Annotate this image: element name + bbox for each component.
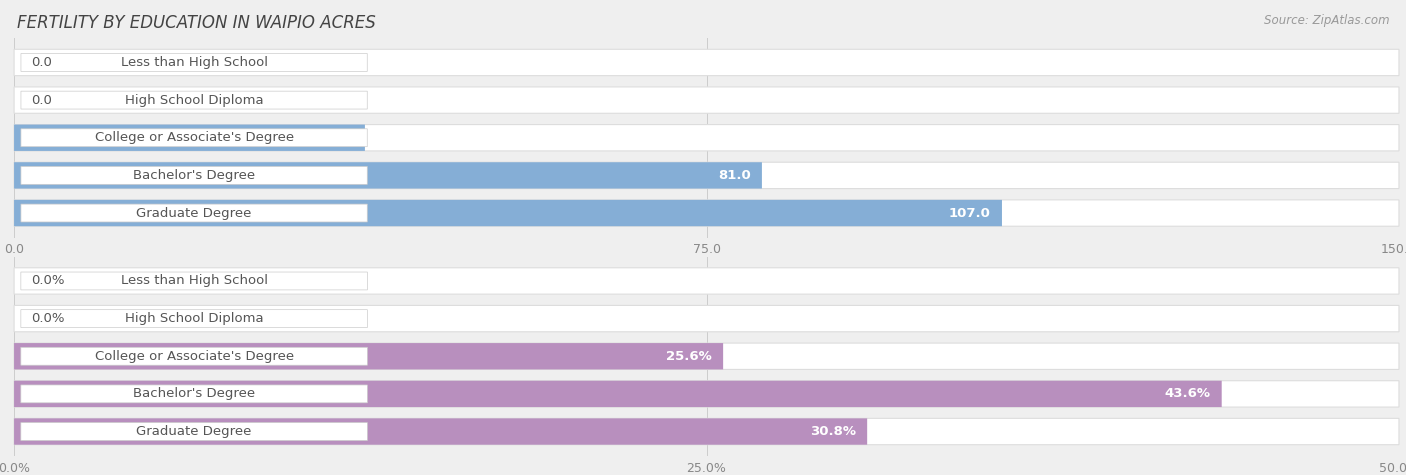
FancyBboxPatch shape — [21, 91, 367, 109]
Text: Bachelor's Degree: Bachelor's Degree — [134, 169, 254, 182]
Text: Graduate Degree: Graduate Degree — [136, 207, 252, 219]
FancyBboxPatch shape — [14, 343, 723, 370]
FancyBboxPatch shape — [14, 381, 1222, 407]
FancyBboxPatch shape — [14, 162, 1399, 189]
FancyBboxPatch shape — [21, 204, 367, 222]
Text: Bachelor's Degree: Bachelor's Degree — [134, 388, 254, 400]
FancyBboxPatch shape — [21, 129, 367, 147]
Text: High School Diploma: High School Diploma — [125, 94, 263, 106]
FancyBboxPatch shape — [14, 305, 1399, 332]
Text: Less than High School: Less than High School — [121, 275, 267, 287]
FancyBboxPatch shape — [14, 418, 868, 445]
FancyBboxPatch shape — [21, 54, 367, 71]
FancyBboxPatch shape — [14, 200, 1002, 226]
FancyBboxPatch shape — [21, 385, 367, 403]
FancyBboxPatch shape — [14, 124, 1399, 151]
Text: 0.0: 0.0 — [31, 56, 52, 69]
FancyBboxPatch shape — [21, 272, 367, 290]
Text: 107.0: 107.0 — [949, 207, 991, 219]
FancyBboxPatch shape — [14, 49, 1399, 76]
Text: Graduate Degree: Graduate Degree — [136, 425, 252, 438]
Text: 0.0%: 0.0% — [31, 312, 65, 325]
Text: 81.0: 81.0 — [718, 169, 751, 182]
Text: 43.6%: 43.6% — [1164, 388, 1211, 400]
FancyBboxPatch shape — [14, 418, 1399, 445]
FancyBboxPatch shape — [14, 268, 1399, 294]
FancyBboxPatch shape — [14, 162, 762, 189]
FancyBboxPatch shape — [14, 124, 366, 151]
Text: 0.0: 0.0 — [31, 94, 52, 106]
FancyBboxPatch shape — [14, 343, 1399, 370]
FancyBboxPatch shape — [21, 166, 367, 184]
Text: 25.6%: 25.6% — [666, 350, 711, 363]
Text: FERTILITY BY EDUCATION IN WAIPIO ACRES: FERTILITY BY EDUCATION IN WAIPIO ACRES — [17, 14, 375, 32]
Text: 30.8%: 30.8% — [810, 425, 856, 438]
FancyBboxPatch shape — [14, 200, 1399, 226]
Text: High School Diploma: High School Diploma — [125, 312, 263, 325]
FancyBboxPatch shape — [21, 347, 367, 365]
Text: 38.0: 38.0 — [321, 131, 354, 144]
Text: Source: ZipAtlas.com: Source: ZipAtlas.com — [1264, 14, 1389, 27]
Text: 0.0%: 0.0% — [31, 275, 65, 287]
FancyBboxPatch shape — [21, 423, 367, 440]
Text: College or Associate's Degree: College or Associate's Degree — [94, 131, 294, 144]
Text: College or Associate's Degree: College or Associate's Degree — [94, 350, 294, 363]
Text: Less than High School: Less than High School — [121, 56, 267, 69]
FancyBboxPatch shape — [21, 310, 367, 328]
FancyBboxPatch shape — [14, 87, 1399, 113]
FancyBboxPatch shape — [14, 381, 1399, 407]
